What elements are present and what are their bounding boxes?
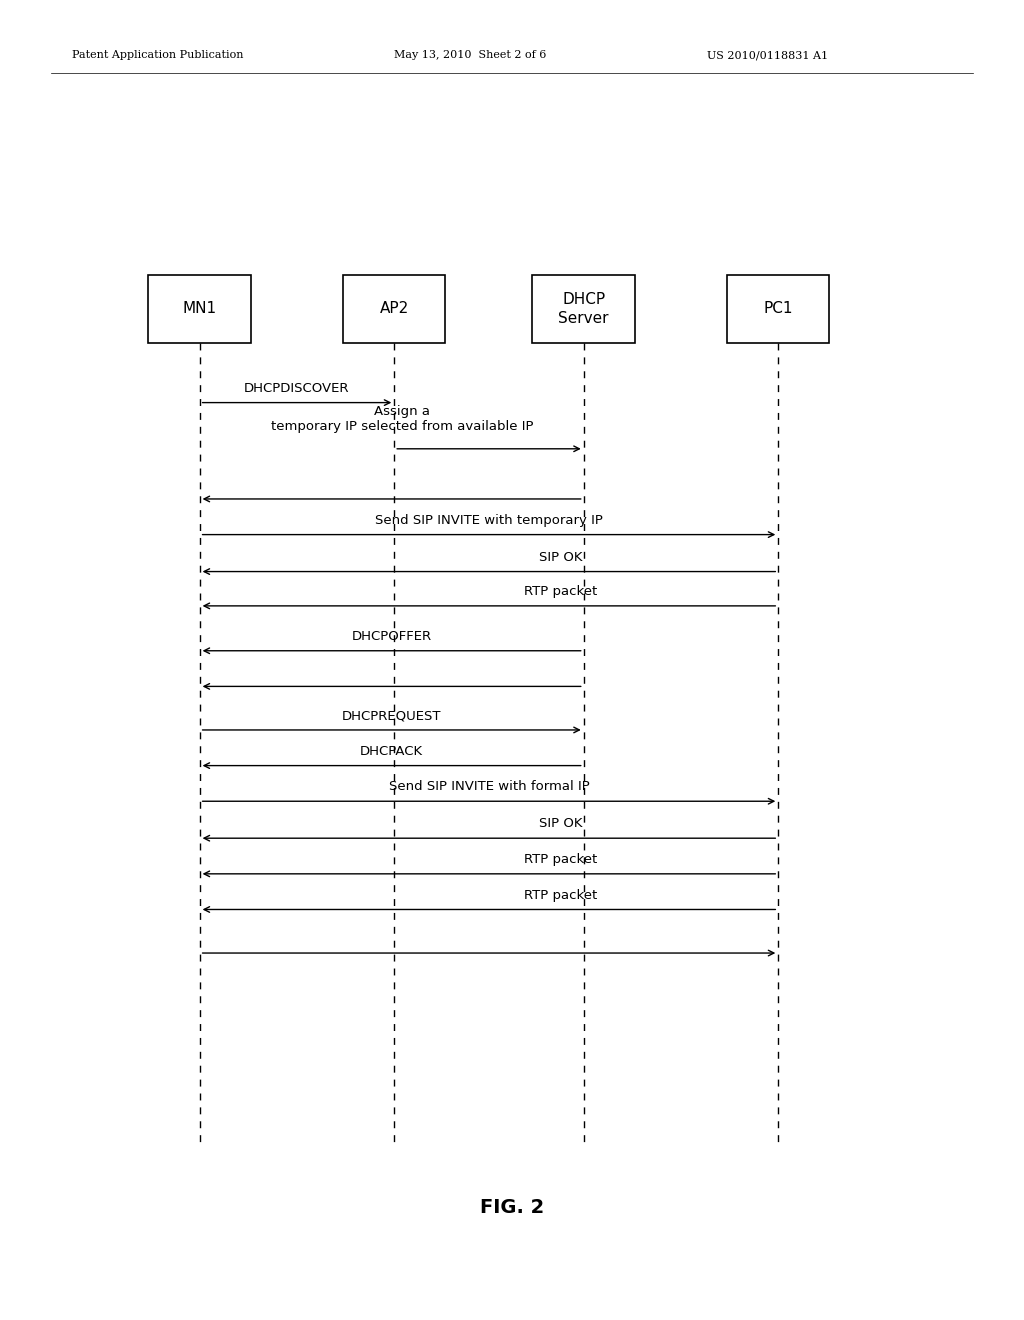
Text: RTP packet: RTP packet (524, 853, 597, 866)
Text: DHCP
Server: DHCP Server (558, 292, 609, 326)
Text: Send SIP INVITE with formal IP: Send SIP INVITE with formal IP (388, 780, 590, 793)
Text: Send SIP INVITE with temporary IP: Send SIP INVITE with temporary IP (375, 513, 603, 527)
Text: SIP OK: SIP OK (539, 817, 583, 830)
Text: May 13, 2010  Sheet 2 of 6: May 13, 2010 Sheet 2 of 6 (394, 50, 547, 61)
FancyBboxPatch shape (727, 275, 829, 343)
Text: RTP packet: RTP packet (524, 585, 597, 598)
Text: Assign a
temporary IP selected from available IP: Assign a temporary IP selected from avai… (270, 405, 534, 433)
Text: RTP packet: RTP packet (524, 888, 597, 902)
FancyBboxPatch shape (343, 275, 445, 343)
FancyBboxPatch shape (532, 275, 635, 343)
FancyBboxPatch shape (148, 275, 251, 343)
Text: DHCPACK: DHCPACK (360, 744, 423, 758)
Text: DHCPREQUEST: DHCPREQUEST (342, 709, 441, 722)
Text: PC1: PC1 (764, 301, 793, 317)
Text: FIG. 2: FIG. 2 (480, 1199, 544, 1217)
Text: US 2010/0118831 A1: US 2010/0118831 A1 (707, 50, 827, 61)
Text: DHCPDISCOVER: DHCPDISCOVER (244, 381, 350, 395)
Text: Patent Application Publication: Patent Application Publication (72, 50, 243, 61)
Text: SIP OK: SIP OK (539, 550, 583, 564)
Text: AP2: AP2 (380, 301, 409, 317)
Text: DHCPOFFER: DHCPOFFER (351, 630, 432, 643)
Text: MN1: MN1 (182, 301, 217, 317)
